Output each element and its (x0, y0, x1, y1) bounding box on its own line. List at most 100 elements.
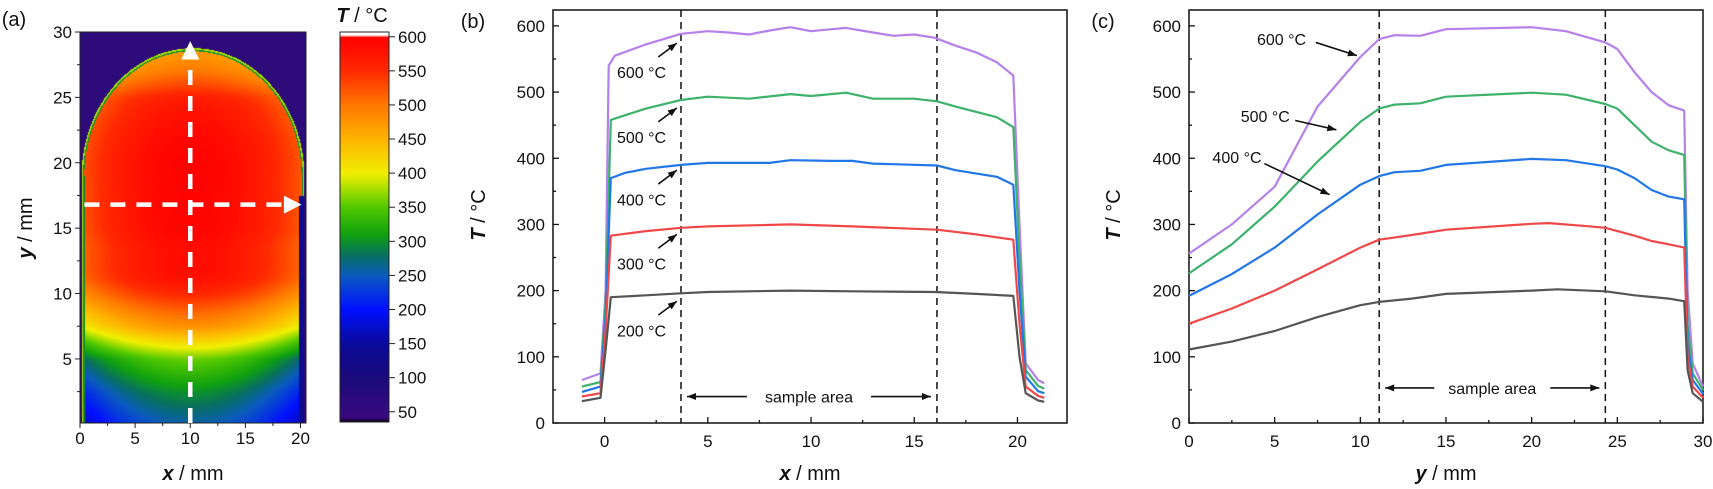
colorbar-tick-label: 350 (398, 198, 426, 217)
x-axis-title-var: x (161, 463, 174, 485)
x-tick-label: 5 (703, 432, 712, 451)
x-axis-title-var: y (1414, 463, 1427, 485)
arrowhead-icon (667, 301, 677, 310)
x-tick-label: 15 (236, 429, 255, 448)
y-tick-label: 25 (53, 88, 72, 107)
colorbar-tick-label: 200 (398, 301, 426, 320)
arrowhead-up-icon (181, 41, 200, 60)
series-annotation: 200 °C (617, 323, 666, 340)
y-axis-title-unit: / °C (1103, 189, 1125, 228)
y-tick-label: 600 (1153, 17, 1181, 36)
colorbar-title-var: T (336, 5, 350, 27)
colorbar-tick-label: 450 (398, 130, 426, 149)
x-tick-label: 0 (600, 432, 609, 451)
series-line (581, 289, 1045, 403)
arrowhead-icon (667, 234, 677, 243)
y-tick-label: 400 (1153, 149, 1181, 168)
series-annotation: 500 °C (1241, 109, 1290, 126)
y-axis-title-var: T (468, 227, 490, 241)
x-tick-label: 30 (1694, 432, 1713, 451)
colorbar-title: T / °C (336, 5, 387, 27)
x-axis-title-unit: / mm (174, 463, 224, 485)
y-tick-label: 500 (517, 83, 545, 102)
y-axis-title-text: T / °C (1103, 189, 1125, 240)
colorbar-tick-label: 100 (398, 369, 426, 388)
arrowhead-icon (1590, 384, 1600, 392)
x-axis-title-var: x (778, 463, 791, 485)
series-line (1188, 288, 1704, 403)
y-tick-label: 10 (53, 285, 72, 304)
y-tick-label: 15 (53, 219, 72, 238)
colorbar-tick-label: 150 (398, 335, 426, 354)
plot-frame (552, 9, 1068, 424)
series-annotation: 600 °C (617, 65, 666, 82)
colorbar-tick-label: 250 (398, 266, 426, 285)
series-annotation: 300 °C (617, 256, 666, 273)
y-axis-title: T / °C (1103, 189, 1125, 240)
x-axis-title-unit: / mm (1427, 463, 1477, 485)
series-annotation: 500 °C (617, 130, 666, 147)
y-axis-title: y / mm (15, 197, 37, 259)
series-annotation: 600 °C (1257, 32, 1306, 49)
arrowhead-icon (1385, 384, 1395, 392)
series-line (581, 223, 1045, 399)
y-tick-label: 500 (1153, 83, 1181, 102)
y-axis-title-var: T (1103, 227, 1125, 241)
x-tick-label: 20 (1008, 432, 1027, 451)
y-tick-label: 200 (517, 282, 545, 301)
y-axis-title-unit: / °C (468, 189, 490, 228)
y-tick-label: 300 (517, 215, 545, 234)
y-tick-label: 30 (53, 23, 72, 42)
y-tick-label: 5 (63, 350, 72, 369)
series-line (1188, 91, 1704, 391)
series-line (1188, 157, 1704, 395)
series-annotation: 400 °C (617, 192, 666, 209)
x-axis-title-text: x / mm (778, 463, 840, 485)
colorbar-tick-label: 500 (398, 96, 426, 115)
y-axis-title-var: y (15, 247, 37, 260)
x-tick-label: 25 (1608, 432, 1627, 451)
colorbar-tick-label: 400 (398, 164, 426, 183)
series-line (581, 26, 1045, 385)
arrowhead-icon (1319, 187, 1330, 195)
heatmap-frame (79, 31, 307, 424)
series-line (1188, 222, 1704, 399)
y-tick-label: 0 (1172, 414, 1181, 433)
colorbar (340, 32, 389, 422)
sample-area-label: sample area (1448, 381, 1536, 398)
colorbar-tick-label: 300 (398, 232, 426, 251)
series-annotation: 400 °C (1212, 150, 1261, 167)
x-tick-label: 10 (181, 429, 200, 448)
x-axis-title-text: y / mm (1414, 463, 1476, 485)
y-axis-title-unit: / mm (15, 197, 37, 247)
x-tick-label: 20 (291, 429, 310, 448)
panel-label: (b) (461, 11, 485, 33)
x-tick-label: 20 (1522, 432, 1541, 451)
arrowhead-icon (686, 393, 696, 401)
x-tick-label: 0 (75, 429, 84, 448)
temperature-heatmap (80, 32, 306, 423)
arrowhead-icon (1347, 49, 1357, 57)
plot-frame (1188, 9, 1704, 424)
y-axis-title-text: T / °C (468, 189, 490, 240)
x-tick-label: 5 (130, 429, 139, 448)
colorbar-tick-label: 50 (398, 403, 417, 422)
y-tick-label: 300 (1153, 215, 1181, 234)
arrowhead-icon (921, 393, 931, 401)
series-line (581, 159, 1045, 395)
x-axis-title-text: x / mm (161, 463, 223, 485)
x-tick-label: 10 (802, 432, 821, 451)
y-tick-label: 200 (1153, 282, 1181, 301)
y-axis-title-text: y / mm (15, 197, 37, 259)
x-axis-title: x / mm (778, 463, 840, 485)
x-tick-label: 0 (1184, 432, 1193, 451)
panel-label: (c) (1091, 11, 1114, 33)
colorbar-tick-label: 600 (398, 28, 426, 47)
x-axis-title-unit: / mm (791, 463, 841, 485)
arrowhead-icon (667, 170, 677, 179)
arrowhead-icon (667, 107, 677, 117)
x-tick-label: 15 (1437, 432, 1456, 451)
